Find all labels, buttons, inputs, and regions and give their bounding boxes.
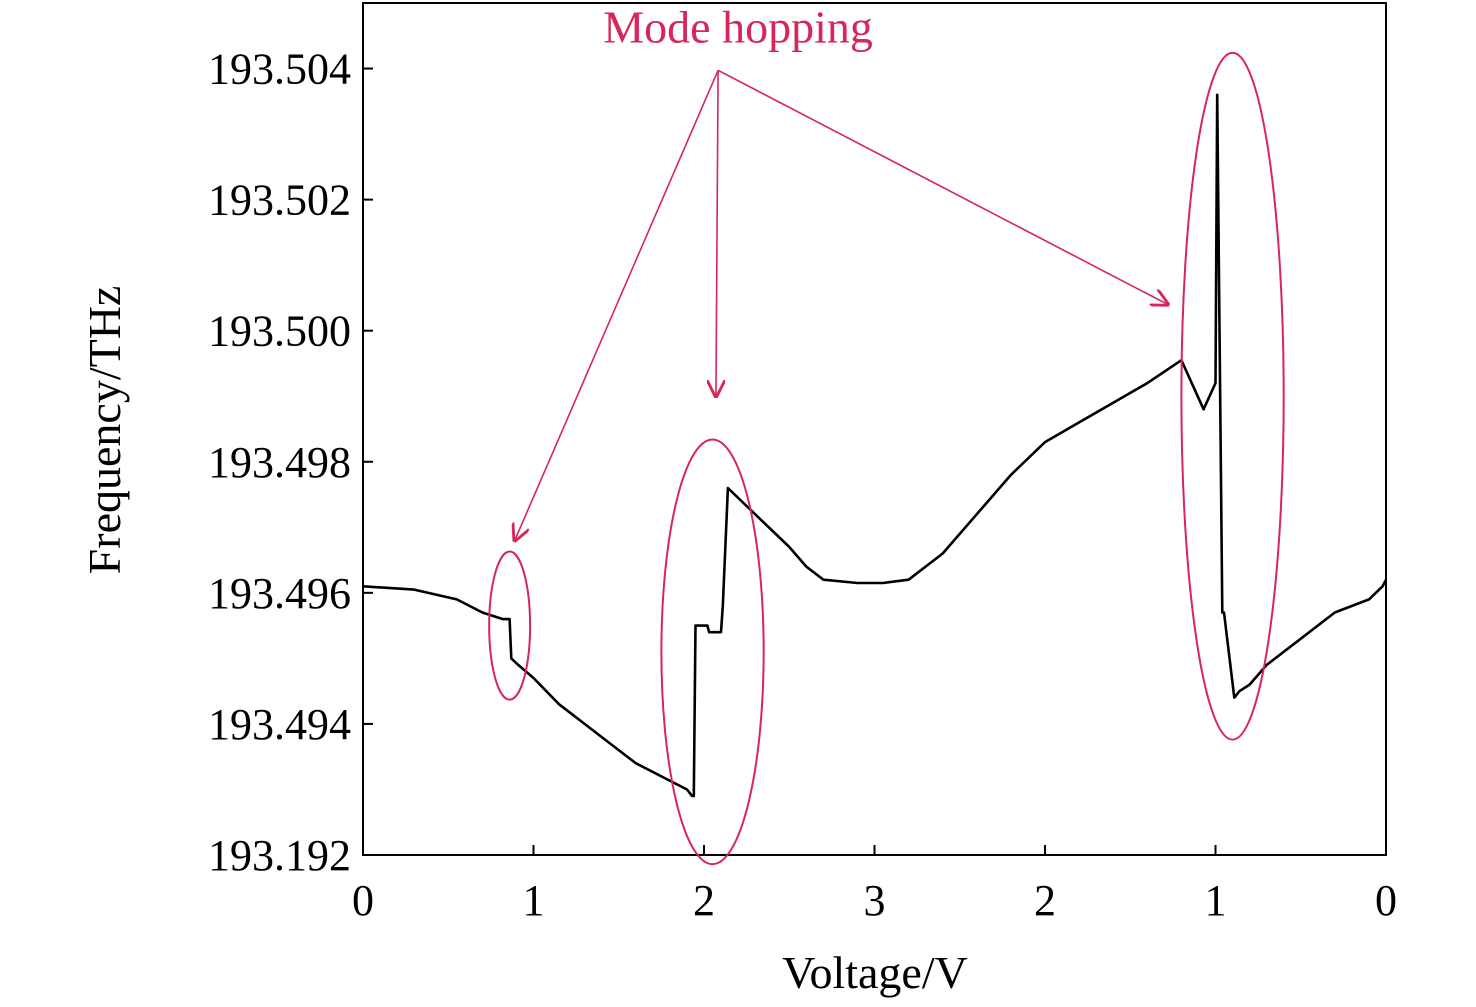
y-tick-label: 193.502 — [208, 176, 351, 225]
x-tick-label: 1 — [523, 876, 545, 925]
x-tick-label: 0 — [1375, 876, 1397, 925]
annotation-arrow — [716, 70, 718, 396]
y-tick-label: 193.504 — [208, 45, 351, 94]
y-axis: 193.192 193.494 193.496 193.498 193.500 193.5… — [208, 45, 373, 880]
x-tick-label: 2 — [1034, 876, 1056, 925]
x-tick-label: 3 — [864, 876, 886, 925]
annotation-arrow — [717, 69, 1168, 304]
y-tick-label: 193.192 — [208, 831, 351, 880]
x-tick-label: 0 — [352, 876, 374, 925]
y-tick-label: 193.498 — [208, 438, 351, 487]
annotation-arrow — [515, 70, 719, 540]
plot-frame — [362, 2, 1387, 856]
y-tick-label: 193.494 — [208, 700, 351, 749]
x-axis-title: Voltage/V — [782, 947, 968, 998]
highlight-ellipse — [1180, 51, 1285, 741]
y-axis-title: Frequency/THz — [79, 286, 130, 575]
highlight-ellipse — [488, 550, 532, 701]
x-tick-label: 1 — [1205, 876, 1227, 925]
annotation-layer: Mode hopping — [488, 1, 1285, 866]
series-line-0 — [362, 93, 1388, 798]
plot-border — [362, 2, 1387, 856]
y-tick-label: 193.496 — [208, 569, 351, 618]
series-layer — [362, 93, 1388, 798]
annotation-label: Mode hopping — [603, 1, 873, 52]
x-tick-label: 2 — [693, 876, 715, 925]
highlight-ellipse — [660, 438, 765, 866]
x-axis: 0 1 2 3 2 1 0 — [352, 845, 1397, 925]
y-tick-label: 193.500 — [208, 307, 351, 356]
